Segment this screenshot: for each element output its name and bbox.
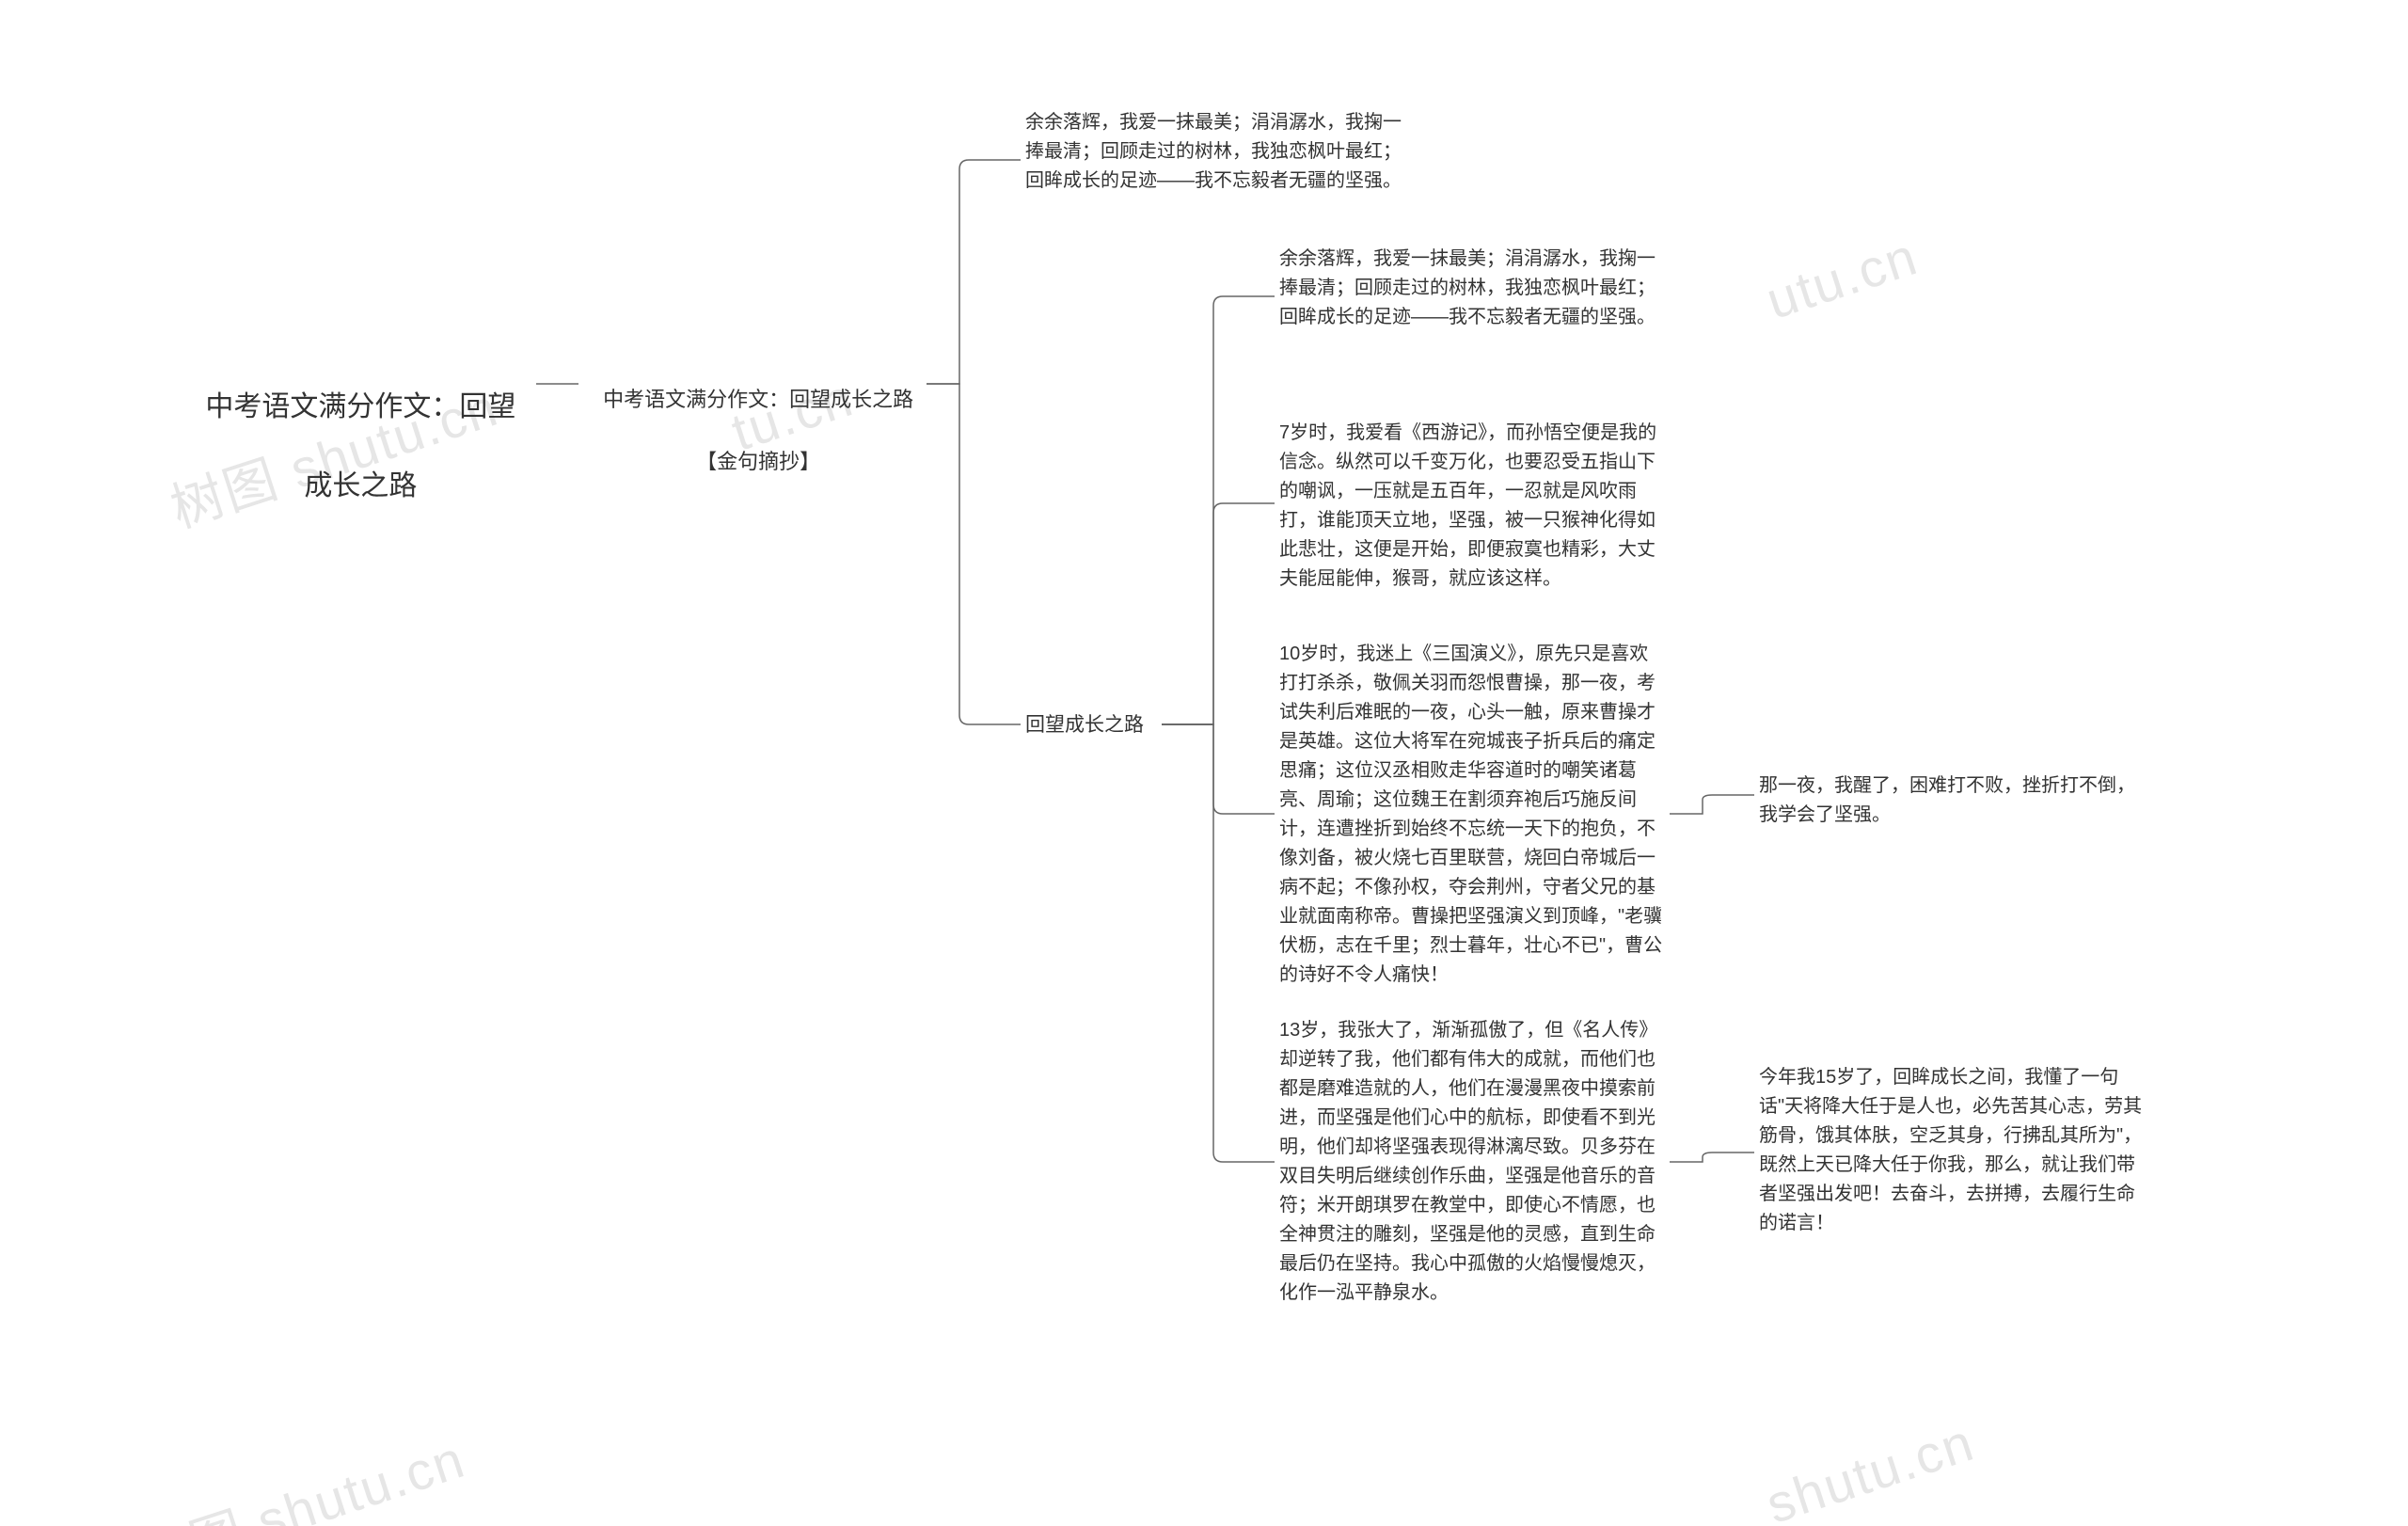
mindmap-l3-p2: 7岁时，我爱看《西游记》，而孙悟空便是我的信念。纵然可以千变万化，也要忍受五指山… bbox=[1279, 419, 1665, 594]
mindmap-l3-p1: 余余落辉，我爱一抹最美；涓涓潺水，我掬一捧最清；回顾走过的树林，我独恋枫叶最红；… bbox=[1279, 245, 1665, 332]
root-title-line2: 成长之路 bbox=[304, 470, 417, 501]
root-title-line1: 中考语文满分作文：回望 bbox=[205, 391, 515, 422]
level1-line1: 中考语文满分作文：回望成长之路 bbox=[603, 388, 913, 411]
mindmap-l4-p4-child: 今年我15岁了，回眸成长之间，我懂了一句话"天将降大任于是人也，必先苦其心志，劳… bbox=[1759, 1063, 2145, 1238]
mindmap-l2-item1: 余余落辉，我爱一抹最美；涓涓潺水，我掬一捧最清；回顾走过的树林，我独恋枫叶最红；… bbox=[1025, 108, 1411, 196]
watermark: utu.cn bbox=[1759, 225, 1925, 331]
mindmap-l3-p3: 10岁时，我迷上《三国演义》，原先只是喜欢打打杀杀，敬佩关羽而怨恨曹操，那一夜，… bbox=[1279, 640, 1665, 990]
mindmap-l4-p3-child: 那一夜，我醒了，困难打不败，挫折打不倒，我学会了坚强。 bbox=[1759, 771, 2145, 830]
watermark: shutu.cn bbox=[1759, 1411, 1982, 1526]
mindmap-root: 中考语文满分作文：回望 成长之路 bbox=[179, 348, 527, 506]
mindmap-level1: 中考语文满分作文：回望成长之路 【金句摘抄】 bbox=[583, 353, 922, 477]
watermark: 图 shutu.cn bbox=[179, 1417, 473, 1526]
mindmap-connectors bbox=[0, 0, 2408, 1526]
mindmap-l2-item2: 回望成长之路 bbox=[1025, 710, 1166, 741]
mindmap-l3-p4: 13岁，我张大了，渐渐孤傲了，但《名人传》却逆转了我，他们都有伟大的成就，而他们… bbox=[1279, 1016, 1665, 1308]
level1-line2: 【金句摘抄】 bbox=[696, 450, 820, 473]
